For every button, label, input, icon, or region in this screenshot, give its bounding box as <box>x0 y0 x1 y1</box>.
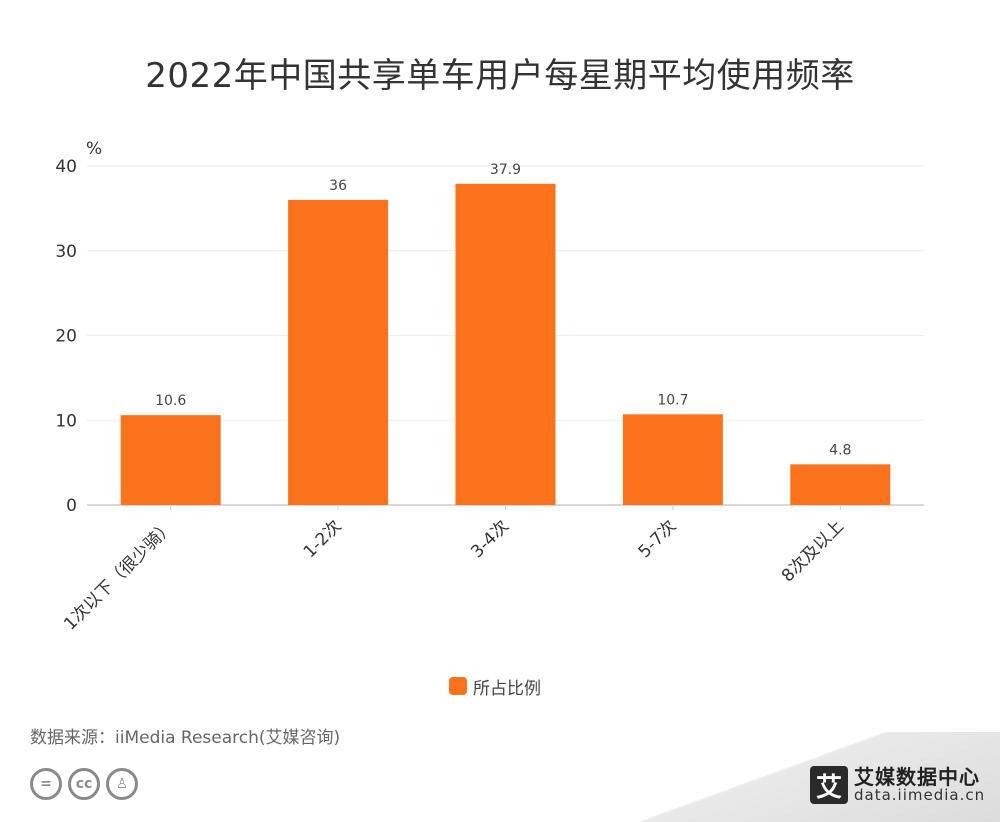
brand: 艾 艾媒数据中心 data.iimedia.cn <box>810 766 985 804</box>
bar <box>455 183 556 506</box>
x-tick-label: 5-7次 <box>635 516 681 562</box>
x-tick-label: 1次以下（很少骑） <box>60 516 178 634</box>
person-icon: ♙ <box>106 768 138 800</box>
source-note: 数据来源：iiMedia Research(艾媒咨询) <box>30 728 341 748</box>
legend[interactable]: 所占比例 <box>449 674 541 699</box>
equals-icon: = <box>30 768 62 800</box>
x-tick-label: 8次及以上 <box>778 516 848 586</box>
bar-chart: 0 10 20 30 40% 10.6 1次以下（很少骑） 36 1-2次 37.9 3-4次 10.… <box>55 139 924 634</box>
y-tick-label: 40 <box>55 157 77 177</box>
y-unit-label: % <box>86 139 102 159</box>
data-label: 37.9 <box>490 162 521 178</box>
data-label: 10.7 <box>657 392 688 408</box>
chart-title: 2022年中国共享单车用户每星期平均使用频率 <box>145 56 855 96</box>
y-tick-label: 0 <box>66 496 77 516</box>
brand-name: 艾媒数据中心 <box>854 764 980 789</box>
brand-url: data.iimedia.cn <box>854 785 986 804</box>
bar <box>120 415 221 505</box>
license-icons: = cc ♙ <box>30 768 138 800</box>
data-label: 36 <box>329 178 347 194</box>
x-tick-label: 1-2次 <box>300 516 346 562</box>
brand-logo-icon: 艾 <box>810 766 848 804</box>
cc-icon: cc <box>68 768 100 800</box>
legend-swatch <box>449 677 467 695</box>
data-label: 10.6 <box>155 393 186 409</box>
data-label: 4.8 <box>829 442 851 458</box>
bar <box>622 414 723 505</box>
y-tick-label: 30 <box>55 242 77 262</box>
legend-label: 所占比例 <box>473 678 541 699</box>
bar <box>790 464 891 505</box>
y-tick-label: 20 <box>55 327 77 347</box>
x-tick-label: 3-4次 <box>467 516 513 562</box>
bar <box>288 199 389 505</box>
y-tick-label: 10 <box>55 411 77 431</box>
